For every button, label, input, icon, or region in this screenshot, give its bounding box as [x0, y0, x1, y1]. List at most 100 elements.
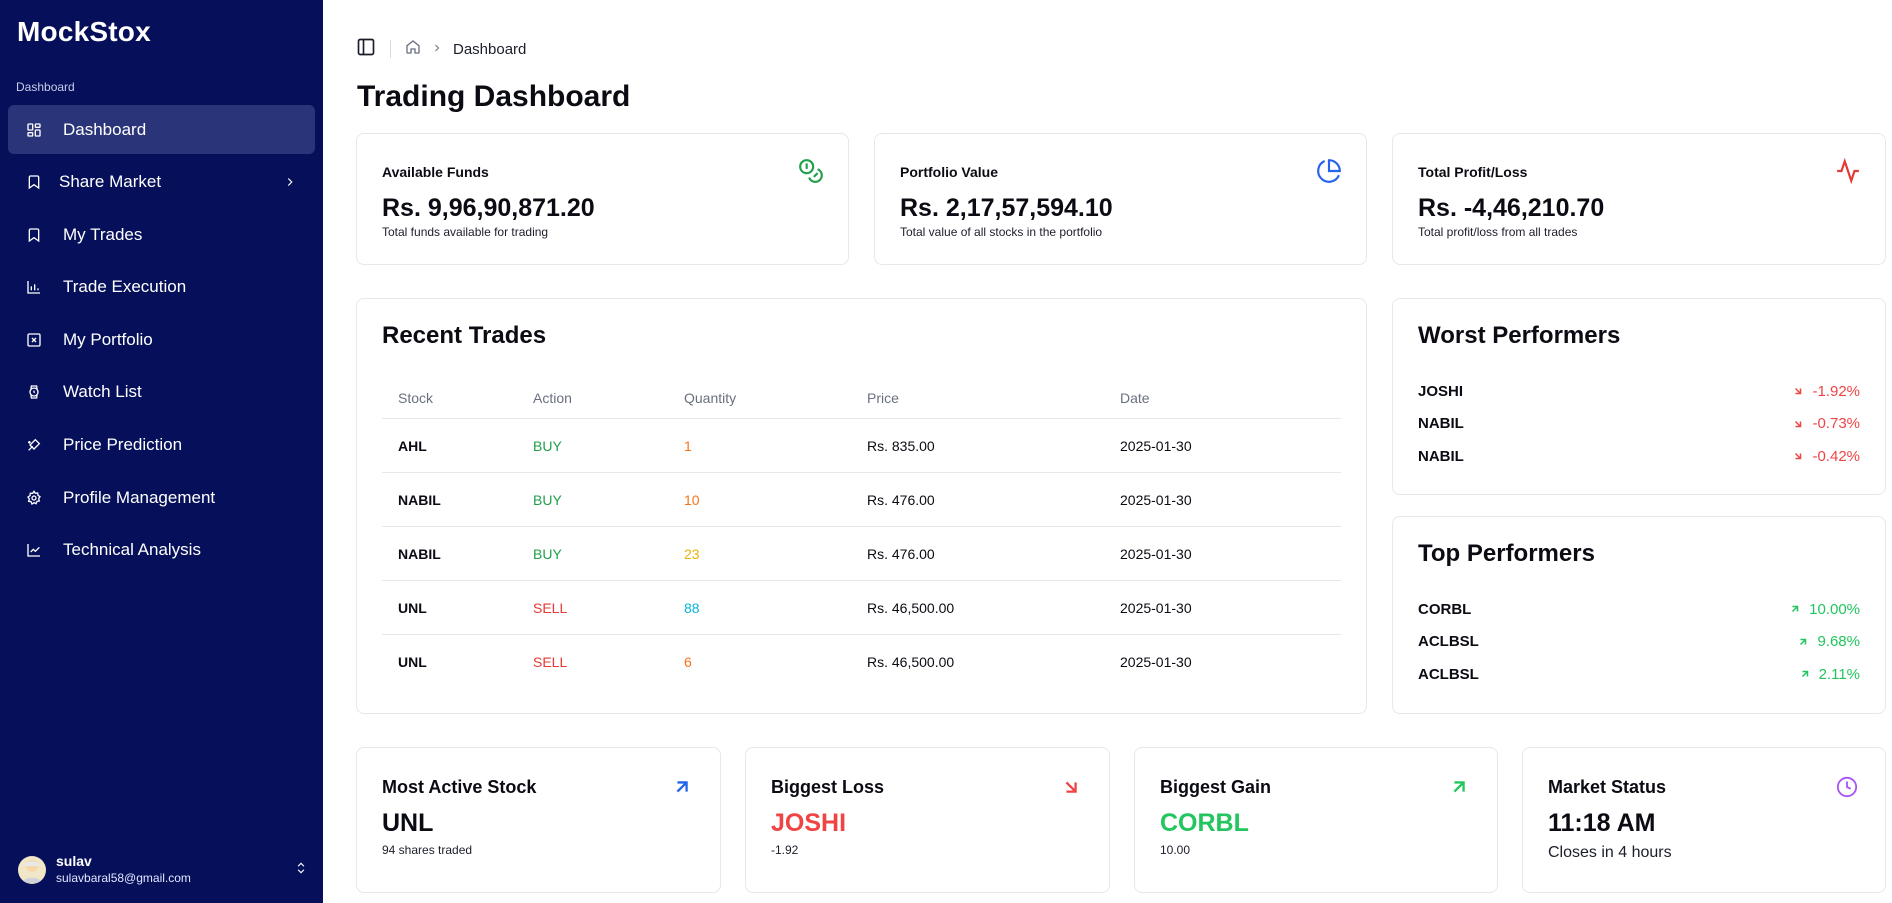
change-value: -1.92% [1792, 383, 1860, 400]
card-description: 10.00 [1160, 843, 1191, 857]
stock-name: NABIL [1418, 415, 1464, 433]
card-title: Most Active Stock [382, 777, 537, 797]
biggest-gain-card: Biggest Gain CORBL 10.00 [1134, 747, 1498, 893]
section-title: Worst Performers [1418, 322, 1621, 349]
arrow-down-right-icon [1060, 776, 1082, 798]
top-performers-list: CORBL 10.00% ACLBSL 9.68% ACLBSL 2.11% [1418, 593, 1860, 691]
column-header-stock: Stock [398, 389, 434, 406]
section-title: Top Performers [1418, 540, 1595, 567]
sidebar-item-watch-list[interactable]: Watch List [8, 368, 315, 417]
worst-performers-list: JOSHI -1.92% NABIL -0.73% NABIL -0.42% [1418, 375, 1860, 473]
arrow-up-right-icon [1448, 776, 1470, 798]
sidebar: MockStox Dashboard Dashboard Share Marke… [0, 0, 323, 903]
breadcrumb-current: Dashboard [453, 40, 527, 58]
arrow-up-right-icon [1792, 606, 1799, 613]
sidebar-toggle-icon[interactable] [356, 37, 376, 62]
table-row[interactable]: AHL BUY 1 Rs. 835.00 2025-01-30 [382, 419, 1341, 473]
market-status-card: Market Status 11:18 AM Closes in 4 hours [1522, 747, 1886, 893]
list-item[interactable]: ACLBSL 9.68% [1418, 626, 1860, 659]
stat-description: Total funds available for trading [382, 225, 549, 239]
avatar [18, 856, 46, 884]
sidebar-item-price-prediction[interactable]: Price Prediction [8, 421, 315, 470]
column-header-date: Date [1120, 389, 1150, 406]
user-email: sulavbaral58@gmail.com [56, 871, 191, 885]
change-value: -0.42% [1792, 448, 1860, 465]
sidebar-item-label: Share Market [59, 172, 162, 192]
table-row[interactable]: NABIL BUY 23 Rs. 476.00 2025-01-30 [382, 527, 1341, 581]
bookmark-icon [25, 173, 43, 191]
arrow-down-right-icon [1795, 420, 1802, 427]
list-item[interactable]: JOSHI -1.92% [1418, 375, 1860, 408]
price-cell: Rs. 476.00 [867, 545, 935, 562]
sidebar-item-technical-analysis[interactable]: Technical Analysis [8, 526, 315, 575]
action-cell: SELL [533, 654, 568, 670]
stat-value: Rs. -4,46,210.70 [1418, 194, 1605, 222]
most-active-stock-card: Most Active Stock UNL 94 shares traded [356, 747, 721, 893]
list-item[interactable]: CORBL 10.00% [1418, 593, 1860, 626]
arrow-down-right-icon [1795, 453, 1802, 460]
stock-name: CORBL [1418, 600, 1472, 618]
change-value: 10.00% [1789, 601, 1860, 618]
stat-value: Rs. 9,96,90,871.20 [382, 194, 595, 222]
price-cell: Rs. 46,500.00 [867, 654, 955, 670]
table-row[interactable]: NABIL BUY 10 Rs. 476.00 2025-01-30 [382, 473, 1341, 527]
biggest-loss-card: Biggest Loss JOSHI -1.92 [745, 747, 1110, 893]
list-item[interactable]: NABIL -0.42% [1418, 440, 1860, 473]
user-menu[interactable]: sulav sulavbaral58@gmail.com [18, 850, 308, 890]
card-title: Biggest Loss [771, 777, 885, 797]
chevrons-up-down-icon[interactable] [294, 860, 308, 881]
clock-icon [1836, 776, 1858, 798]
stat-description: Total value of all stocks in the portfol… [900, 225, 1103, 239]
card-value: JOSHI [771, 809, 847, 837]
stock-cell: NABIL [398, 545, 441, 562]
sidebar-item-my-portfolio[interactable]: My Portfolio [8, 315, 315, 364]
line-chart-icon [25, 541, 43, 559]
sidebar-item-profile-management[interactable]: Profile Management [8, 473, 315, 522]
card-value: CORBL [1160, 809, 1249, 837]
watch-icon [25, 383, 43, 401]
card-title: Market Status [1548, 777, 1667, 797]
price-cell: Rs. 46,500.00 [867, 599, 955, 616]
stock-cell: UNL [398, 654, 427, 670]
sidebar-item-dashboard[interactable]: Dashboard [8, 105, 315, 154]
action-cell: SELL [533, 599, 568, 616]
sidebar-item-my-trades[interactable]: My Trades [8, 210, 315, 259]
arrow-down-right-icon [1795, 388, 1802, 395]
sidebar-item-share-market[interactable]: Share Market [8, 158, 315, 207]
change-text: -1.92% [1812, 382, 1860, 400]
date-cell: 2025-01-30 [1120, 599, 1192, 616]
stock-name: ACLBSL [1418, 633, 1479, 651]
table-row[interactable]: UNL SELL 88 Rs. 46,500.00 2025-01-30 [382, 581, 1341, 635]
home-icon[interactable] [405, 39, 421, 60]
stock-cell: AHL [398, 437, 427, 454]
market-close-note: Closes in 4 hours [1548, 844, 1672, 861]
divider [390, 40, 391, 58]
chevron-right-icon[interactable] [283, 174, 297, 194]
square-x-icon [25, 331, 43, 349]
app-logo[interactable]: MockStox [17, 16, 151, 47]
market-time: 11:18 AM [1548, 809, 1656, 837]
stat-label: Total Profit/Loss [1418, 164, 1528, 180]
date-cell: 2025-01-30 [1120, 491, 1192, 508]
stock-cell: UNL [398, 599, 427, 616]
stat-value: Rs. 2,17,57,594.10 [900, 194, 1113, 222]
sidebar-item-trade-execution[interactable]: Trade Execution [8, 263, 315, 312]
action-cell: BUY [533, 437, 562, 454]
pie-chart-icon [1316, 158, 1342, 184]
change-text: 10.00% [1809, 600, 1860, 618]
date-cell: 2025-01-30 [1120, 545, 1192, 562]
card-title: Biggest Gain [1160, 777, 1272, 797]
change-value: -0.73% [1792, 415, 1860, 432]
table-row[interactable]: UNL SELL 6 Rs. 46,500.00 2025-01-30 [382, 635, 1341, 689]
change-text: -0.73% [1812, 415, 1860, 433]
table-header: Stock Action Quantity Price Date [382, 377, 1341, 419]
available-funds-card: Available Funds Rs. 9,96,90,871.20 Total… [356, 133, 849, 265]
column-header-quantity: Quantity [684, 389, 737, 406]
stat-label: Portfolio Value [900, 164, 999, 180]
list-item[interactable]: NABIL -0.73% [1418, 408, 1860, 441]
list-item[interactable]: ACLBSL 2.11% [1418, 658, 1860, 691]
chevron-right-icon [431, 42, 443, 57]
recent-trades-table: Stock Action Quantity Price Date AHL BUY… [382, 377, 1341, 689]
top-performers-card: Top Performers CORBL 10.00% ACLBSL 9.68%… [1392, 516, 1886, 714]
quantity-cell: 88 [684, 599, 700, 616]
